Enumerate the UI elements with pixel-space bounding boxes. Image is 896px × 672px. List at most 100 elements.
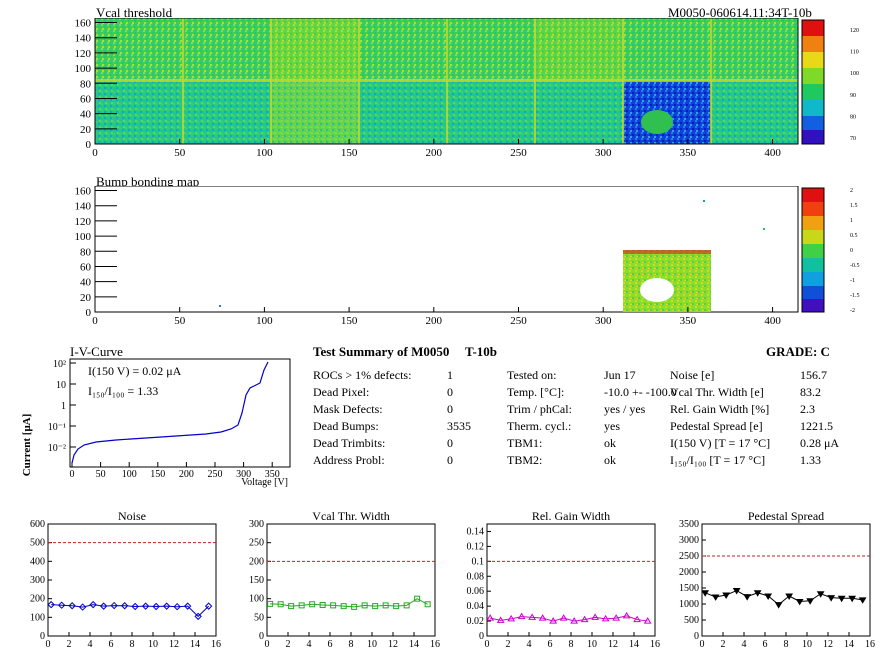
summary-performance-value: 156.7 <box>800 368 827 382</box>
map-x-tick: 350 <box>680 147 697 159</box>
chart-point <box>57 601 66 609</box>
summary-performance-label: I(150 V) [T = 17 °C] <box>670 436 771 450</box>
chart-point <box>580 615 589 623</box>
chart-point <box>110 601 118 610</box>
map-x-tick: 150 <box>341 315 358 327</box>
chart-title: Noise <box>118 509 146 523</box>
chart-point <box>848 595 857 603</box>
palette-tick: 1 <box>850 218 853 224</box>
chart-point <box>732 588 741 595</box>
summary-conditions-label: TBM1: <box>507 436 543 450</box>
chart-y-tick: 300 <box>30 575 45 586</box>
chart-point <box>496 616 505 623</box>
palette-tick: -2 <box>850 308 855 314</box>
iv-x-tick: 100 <box>122 469 137 480</box>
chart-x-tick: 10 <box>587 639 597 650</box>
iv-y-tick: 10 <box>56 380 66 391</box>
grade: GRADE: C <box>766 344 830 359</box>
chart-y-tick: 0.08 <box>467 571 485 582</box>
chart-y-tick: 2500 <box>679 551 699 562</box>
chart-x-tick: 6 <box>109 639 114 650</box>
chart-point <box>277 601 284 608</box>
chart-rel-gain-width: Rel. Gain Width 0 2 4 6 8 10 12 14 16 0 0.02 0.04 0.0… <box>467 509 661 650</box>
chart-x-tick: 8 <box>130 639 135 650</box>
map-x-tick: 250 <box>510 315 527 327</box>
chart-series-line <box>704 590 863 606</box>
iv-x-tick: 250 <box>208 469 223 480</box>
map-x-tick: 300 <box>595 315 612 327</box>
map-x-tick: 0 <box>92 147 98 159</box>
iv-x-tick: 300 <box>236 469 251 480</box>
map-y-tick: 120 <box>75 48 92 60</box>
summary-defects-label: Dead Bumps: <box>313 419 379 433</box>
chart-point <box>827 595 836 602</box>
summary-heading: Test Summary of M0050 <box>313 344 450 359</box>
iv-x-tick: 350 <box>265 469 280 480</box>
chart-point <box>403 602 410 609</box>
summary-performance-value: 2.3 <box>800 402 815 416</box>
chart-point <box>183 602 192 610</box>
chart-point <box>414 595 421 602</box>
map-y-tick: 0 <box>86 307 92 319</box>
chart-point <box>309 601 316 608</box>
map-y-tick: 160 <box>75 18 92 30</box>
chart-series-line <box>270 598 428 608</box>
map-y-tick: 100 <box>75 231 92 243</box>
chart-point <box>816 591 825 598</box>
map-x-tick: 0 <box>92 315 98 327</box>
summary-performance-value: 83.2 <box>800 385 821 399</box>
chart-y-tick: 500 <box>684 615 699 626</box>
chart-title: Vcal Thr. Width <box>312 509 389 523</box>
iv-curve-plot: Current [μA] 10⁻² 10⁻¹ 1 10 10² 0 50 100 150 200… <box>21 358 291 488</box>
chart-point <box>612 614 621 621</box>
chart-point <box>559 614 568 621</box>
chart-point <box>785 593 794 600</box>
summary-performance-value: 1.33 <box>800 453 821 467</box>
summary-conditions-label: Therm. cycl.: <box>507 419 572 433</box>
iv-note-current: I(150 V) = 0.02 μA <box>88 364 182 378</box>
map-y-tick: 40 <box>80 277 92 289</box>
summary-conditions-label: Trim / phCal: <box>507 402 572 416</box>
summary-performance-label: Vcal Thr. Width [e] <box>670 385 764 399</box>
summary-defects-label: Address Probl: <box>313 453 385 467</box>
chart-point <box>570 617 579 624</box>
chart-point <box>78 603 87 611</box>
chart-x-tick: 2 <box>506 639 511 650</box>
chart-y-tick: 600 <box>30 519 45 530</box>
summary-defects-value: 0 <box>447 385 453 399</box>
summary-conditions-value: yes / yes <box>604 402 646 416</box>
summary-performance-value: 0.28 μA <box>800 436 840 450</box>
chart-x-tick: 8 <box>569 639 574 650</box>
chart-point <box>528 613 537 620</box>
iv-xlabel: Voltage [V] <box>241 477 288 488</box>
chart-point <box>330 602 337 609</box>
chart-x-tick: 10 <box>367 639 377 650</box>
chart-x-tick: 14 <box>190 639 200 650</box>
summary-performance-value: 1221.5 <box>800 419 833 433</box>
iv-y-tick: 10² <box>53 359 66 370</box>
chart-point <box>194 612 202 621</box>
chart-x-tick: 16 <box>650 639 660 650</box>
bump-bonding-map: -2-1.5-1-0.500.511.52 0 50 100 150 200 250 300… <box>75 186 860 327</box>
chart-point <box>68 602 76 610</box>
chart-point <box>89 600 97 609</box>
chart-x-tick: 16 <box>430 639 440 650</box>
map-y-tick: 20 <box>80 124 92 136</box>
chart-point <box>507 614 516 622</box>
chart-y-tick: 300 <box>249 519 264 530</box>
chart-x-tick: 2 <box>286 639 291 650</box>
chart-point <box>173 602 181 611</box>
chart-y-tick: 400 <box>30 556 45 567</box>
chart-series-line <box>490 615 648 622</box>
chart-point <box>141 602 150 610</box>
chart-y-tick: 200 <box>30 594 45 605</box>
palette-tick: 100 <box>850 71 859 77</box>
chart-y-tick: 0.02 <box>467 616 485 627</box>
chart-point <box>288 603 295 610</box>
chart-point <box>372 603 379 610</box>
chart-y-tick: 2000 <box>679 567 699 578</box>
chart-x-tick: 8 <box>784 639 789 650</box>
chart-x-tick: 0 <box>700 639 705 650</box>
chart-point <box>361 602 368 609</box>
